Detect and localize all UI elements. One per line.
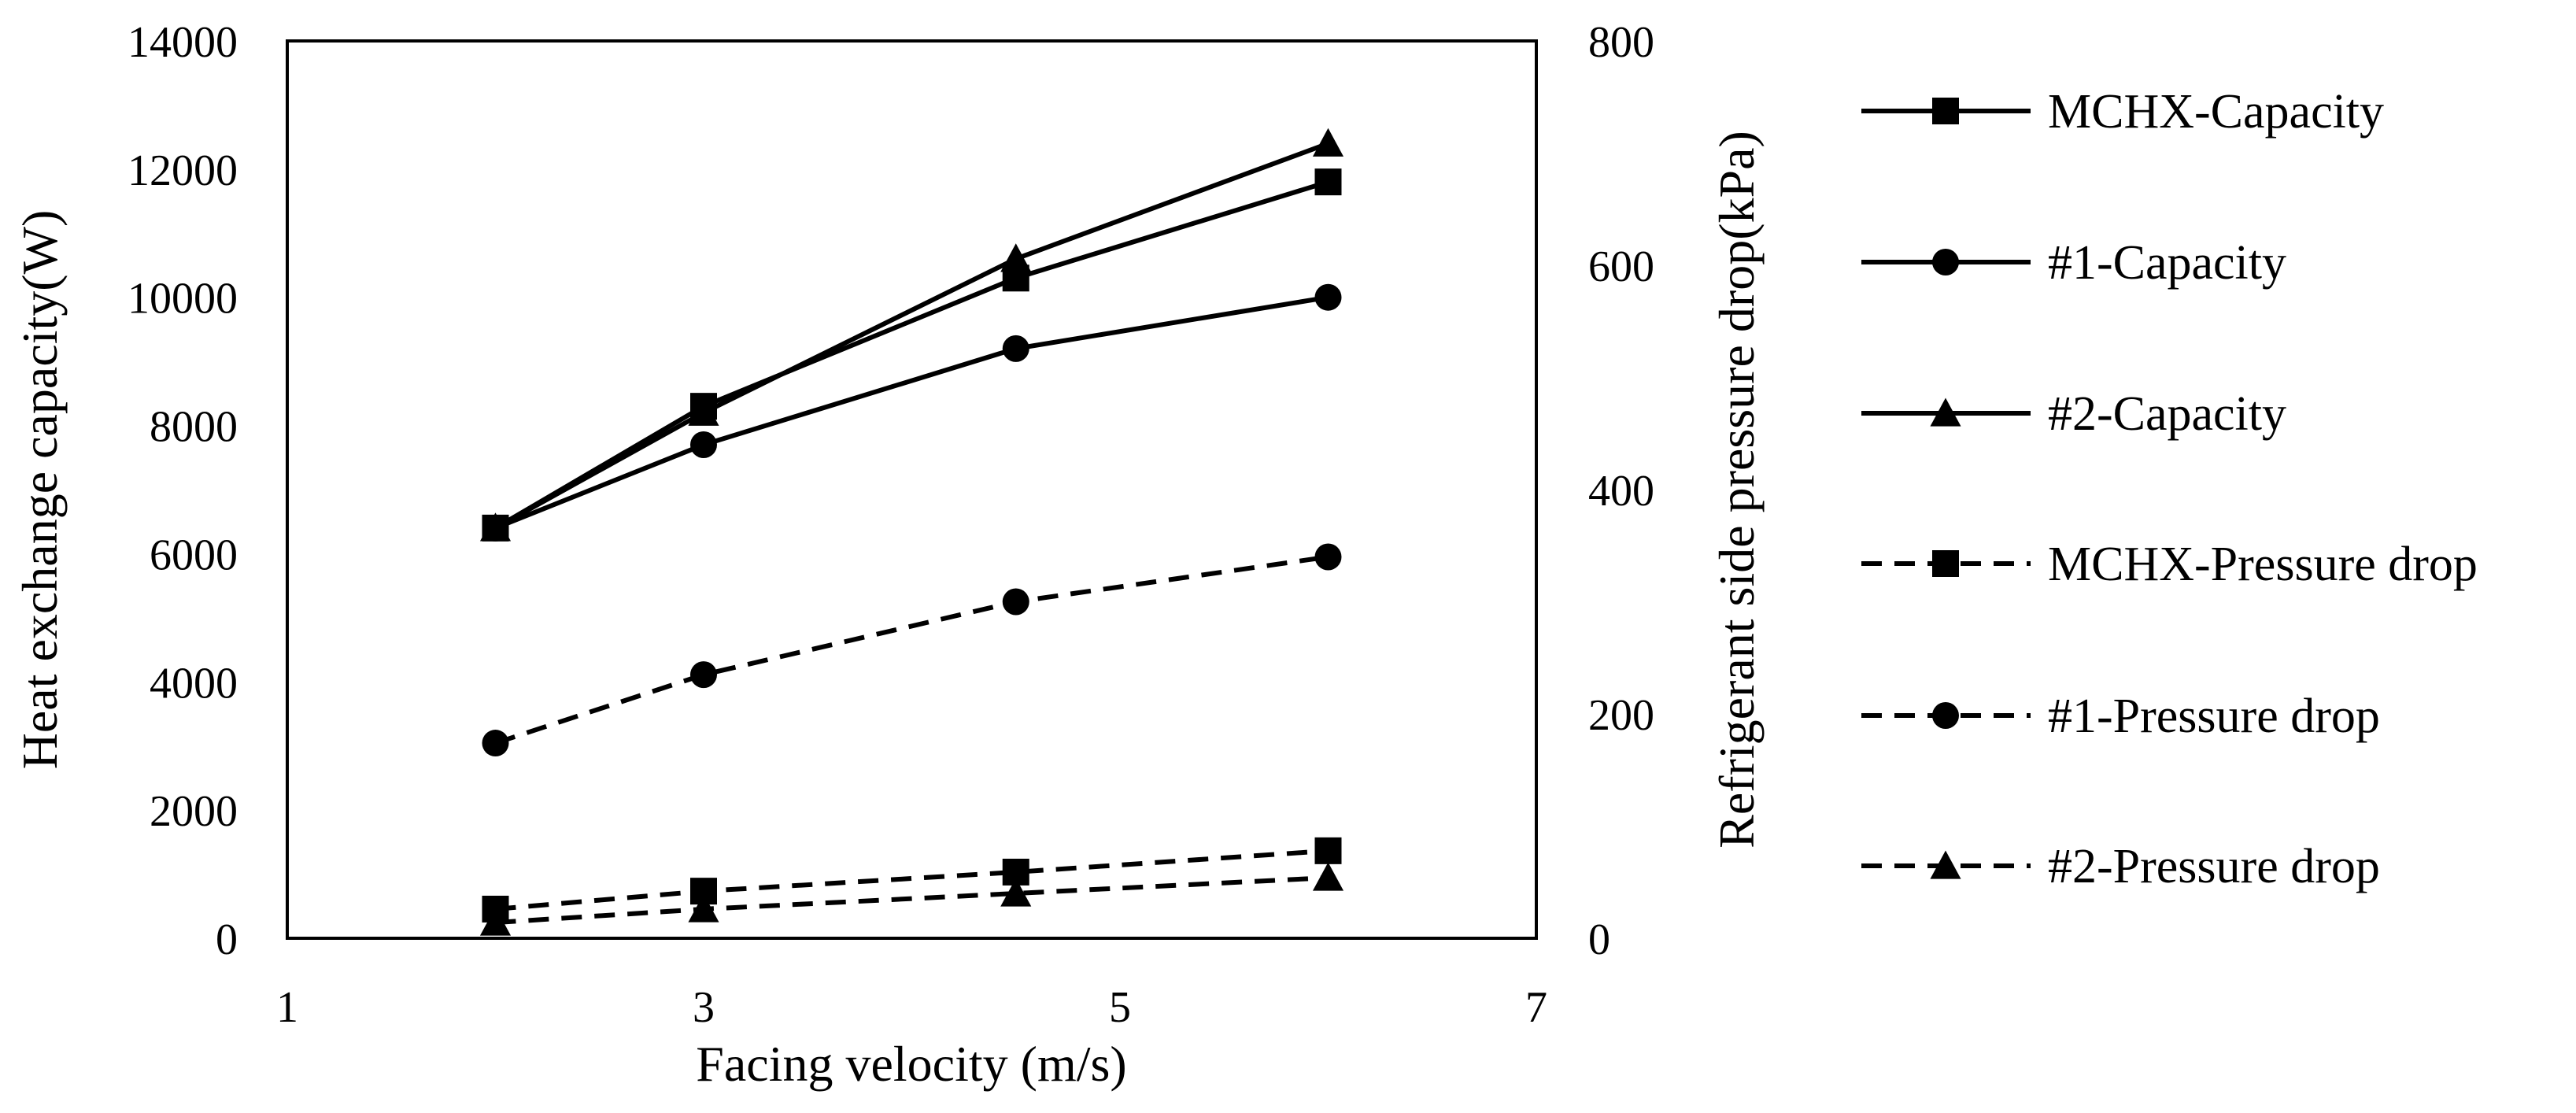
y-tick-label: 4000 bbox=[150, 659, 238, 708]
legend-label: MCHX-Pressure drop bbox=[2048, 538, 2478, 591]
legend-label: MCHX-Capacity bbox=[2048, 85, 2384, 139]
data-point bbox=[1314, 283, 1342, 311]
y2-tick-label: 400 bbox=[1588, 467, 1654, 516]
legend-item: MCHX-Pressure drop bbox=[1861, 538, 2478, 591]
data-point bbox=[1000, 878, 1032, 907]
ticks-layer: 1 3 5 7020004000600080001000012000140000200… bbox=[128, 18, 1654, 1032]
legend-marker bbox=[1930, 850, 1961, 879]
y2-axis-title: Refrigerant side pressure drop(kPa) bbox=[1709, 131, 1765, 849]
data-point bbox=[482, 730, 509, 757]
x-tick-label: 1 bbox=[276, 983, 298, 1032]
data-point bbox=[1312, 862, 1344, 891]
legend-marker bbox=[1932, 249, 1959, 275]
legend-item: #1-Pressure drop bbox=[1861, 690, 2380, 743]
data-point bbox=[479, 907, 512, 936]
legend-label: #1-Pressure drop bbox=[2048, 690, 2380, 743]
series-line--1-capacity bbox=[494, 294, 1329, 531]
y-tick-label: 6000 bbox=[150, 531, 238, 579]
x-tick-label: 3 bbox=[693, 983, 715, 1032]
x-axis-title: Facing velocity (m/s) bbox=[696, 1036, 1126, 1092]
y-tick-label: 8000 bbox=[150, 403, 238, 452]
y2-tick-label: 0 bbox=[1588, 915, 1610, 964]
data-point bbox=[479, 512, 512, 542]
data-point bbox=[1314, 168, 1342, 196]
legend-item: #2-Capacity bbox=[1861, 387, 2286, 441]
x-tick-label: 5 bbox=[1109, 983, 1131, 1032]
y-tick-label: 0 bbox=[216, 915, 238, 964]
plot-area-frame bbox=[286, 39, 1538, 940]
data-point bbox=[1312, 128, 1344, 157]
y-axis-title: Heat exchange capacity(W) bbox=[12, 210, 68, 770]
legend-marker bbox=[1932, 702, 1959, 729]
legend-label: #1-Capacity bbox=[2048, 236, 2286, 290]
y2-tick-label: 800 bbox=[1588, 18, 1654, 67]
series-line-mchx-capacity bbox=[493, 179, 1329, 531]
legend-item: #1-Capacity bbox=[1861, 236, 2286, 290]
legend-label: #2-Capacity bbox=[2048, 387, 2286, 441]
data-point bbox=[688, 893, 719, 923]
data-point bbox=[1000, 243, 1032, 272]
legend-label: #2-Pressure drop bbox=[2048, 840, 2380, 893]
data-point bbox=[688, 397, 719, 426]
data-point bbox=[1002, 335, 1029, 362]
data-point bbox=[690, 661, 717, 689]
legend-marker bbox=[1930, 398, 1961, 427]
data-point bbox=[1002, 588, 1029, 616]
legend: MCHX-Capacity #1-Capacity #2-Capacity MCHX-… bbox=[1861, 85, 2478, 893]
data-point bbox=[690, 431, 717, 458]
series-line--1-pressure-drop bbox=[494, 554, 1329, 745]
legend-item: #2-Pressure drop bbox=[1861, 840, 2380, 893]
series-line--2-pressure-drop bbox=[495, 875, 1329, 926]
y-tick-label: 14000 bbox=[128, 18, 238, 67]
y-tick-label: 12000 bbox=[128, 146, 238, 195]
series-line-mchx-pressure-drop bbox=[495, 848, 1329, 911]
series-line--2-capacity bbox=[494, 141, 1329, 531]
x-tick-label: 7 bbox=[1525, 983, 1547, 1032]
y-tick-label: 2000 bbox=[150, 787, 238, 836]
legend-marker bbox=[1932, 550, 1959, 577]
y2-tick-label: 600 bbox=[1588, 242, 1654, 291]
series-layer bbox=[479, 128, 1344, 936]
legend-marker bbox=[1932, 98, 1959, 124]
data-point bbox=[1314, 837, 1342, 864]
y-tick-label: 10000 bbox=[128, 275, 238, 324]
legend-item: MCHX-Capacity bbox=[1861, 85, 2384, 139]
data-point bbox=[1314, 543, 1342, 571]
y2-tick-label: 200 bbox=[1588, 691, 1654, 740]
